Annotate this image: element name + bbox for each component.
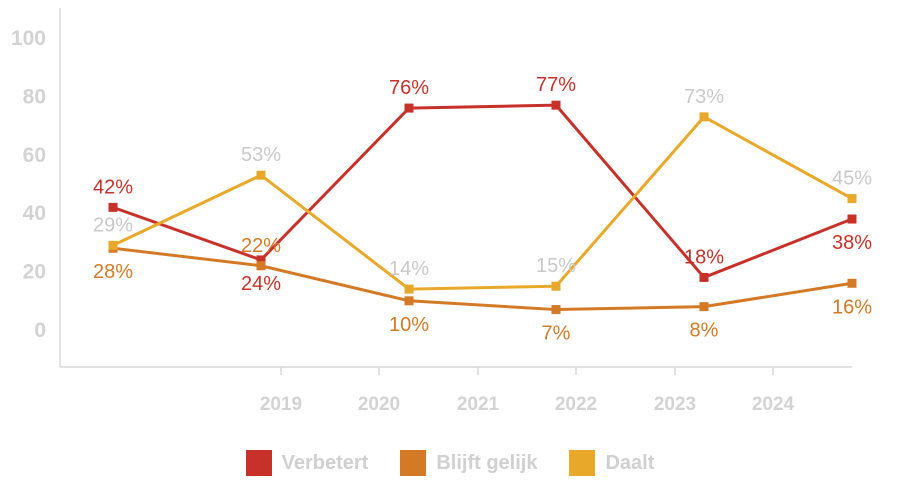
legend-label: Blijft gelijk (436, 451, 538, 474)
data-point (404, 284, 414, 294)
data-label: 77% (536, 74, 576, 96)
data-label: 42% (93, 176, 133, 198)
chart-legend: Verbetert Blijft gelijk Daalt (0, 450, 900, 476)
y-tick-label: 0 (34, 319, 46, 342)
legend-label: Verbetert (281, 451, 369, 474)
data-label: 45% (832, 168, 872, 190)
data-label: 29% (93, 214, 133, 236)
data-label: 15% (536, 255, 576, 277)
data-label: 18% (684, 246, 724, 268)
data-point (699, 112, 709, 122)
y-tick-label: 40 (23, 202, 46, 225)
data-label: 73% (684, 86, 724, 108)
data-point (256, 255, 266, 265)
data-point (847, 214, 857, 224)
y-axis-ticks: 100 80 60 40 20 0 (11, 27, 46, 342)
x-tick-label: 2024 (752, 394, 795, 415)
x-tick-label: 2019 (260, 394, 302, 415)
x-tick-label: 2022 (555, 394, 597, 415)
series-line-0 (112, 103, 853, 279)
data-label: 16% (832, 296, 872, 318)
data-point (404, 103, 414, 113)
series-line-1 (112, 246, 853, 312)
data-point (699, 302, 709, 312)
data-label: 28% (93, 261, 133, 283)
legend-item: Verbetert (245, 450, 369, 476)
data-point (551, 281, 561, 291)
data-point (256, 261, 266, 271)
y-tick-label: 80 (23, 85, 46, 108)
data-point (108, 240, 118, 250)
y-tick-label: 20 (23, 261, 46, 284)
data-point (108, 202, 118, 212)
series-line-2 (112, 115, 853, 291)
legend-item: Daalt (569, 450, 654, 476)
data-point (847, 278, 857, 288)
data-label: 7% (542, 323, 571, 345)
chart-axes (59, 8, 852, 368)
legend-item: Blijft gelijk (400, 450, 537, 476)
data-label: 53% (241, 144, 281, 166)
data-point (256, 170, 266, 180)
data-label: 38% (832, 232, 872, 254)
data-label: 24% (241, 273, 281, 295)
legend-label: Daalt (605, 451, 655, 474)
legend-swatch (245, 450, 272, 476)
legend-swatch (400, 450, 427, 476)
data-point (404, 296, 414, 306)
data-label: 10% (389, 314, 429, 336)
x-tick-label: 2020 (358, 394, 400, 415)
legend-swatch (569, 450, 596, 476)
data-label: 22% (241, 235, 281, 257)
data-point (699, 272, 709, 282)
data-label: 8% (690, 320, 719, 342)
y-tick-label: 100 (11, 27, 46, 50)
x-tick-label: 2023 (654, 394, 696, 415)
chart-series (108, 100, 857, 315)
data-labels: 42% 24% 76% 77% 18% 38% 28% 22% 10% 7% 8% 16% 29% 53%… (93, 74, 872, 344)
x-tick-label: 2021 (457, 394, 500, 415)
data-point (551, 305, 561, 315)
data-point (551, 100, 561, 110)
x-axis-ticks: 2019 2020 2021 2022 2023 2024 (260, 367, 795, 415)
data-point (847, 194, 857, 204)
y-tick-label: 60 (23, 144, 46, 167)
data-label: 14% (389, 258, 429, 280)
data-label: 76% (389, 77, 429, 99)
